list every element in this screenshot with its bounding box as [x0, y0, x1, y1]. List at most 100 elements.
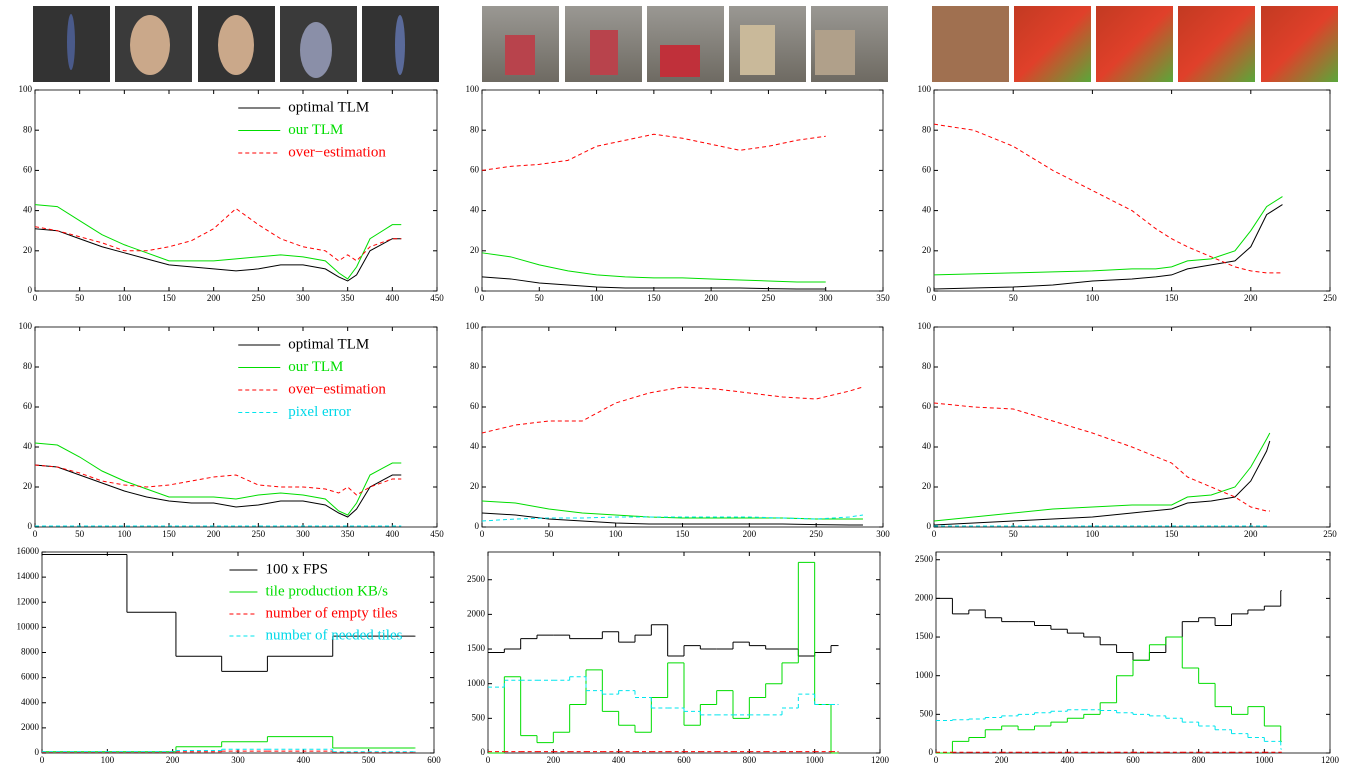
- y-tick-label: 20: [922, 245, 932, 255]
- y-tick-label: 4000: [21, 697, 40, 707]
- y-tick-label: 2000: [467, 608, 486, 618]
- y-tick-label: 10000: [17, 621, 40, 631]
- series-line: [481, 133, 826, 171]
- y-tick-label: 60: [922, 401, 932, 411]
- y-tick-label: 80: [470, 124, 480, 134]
- legend-label: optimal TLM: [288, 99, 369, 115]
- figure-icon: [130, 15, 170, 75]
- x-tick-label: 400: [612, 755, 626, 765]
- plot-frame: [34, 326, 438, 528]
- y-tick-label: 0: [927, 521, 932, 531]
- y-tick-label: 100: [19, 84, 33, 94]
- x-tick-label: 0: [480, 529, 485, 539]
- y-tick-label: 500: [920, 708, 934, 718]
- x-tick-label: 400: [297, 755, 311, 765]
- y-tick-label: 80: [470, 361, 480, 371]
- y-tick-label: 16000: [17, 546, 40, 556]
- y-tick-label: 80: [23, 361, 33, 371]
- series-line: [933, 196, 1283, 276]
- x-tick-label: 300: [296, 293, 310, 303]
- y-tick-label: 0: [475, 285, 480, 295]
- plot-frame: [41, 551, 435, 754]
- x-tick-label: 1000: [806, 755, 825, 765]
- series-line: [481, 252, 826, 283]
- x-tick-label: 800: [1192, 755, 1206, 765]
- y-tick-label: 100: [918, 84, 932, 94]
- x-tick-label: 1200: [871, 755, 890, 765]
- legend-label: 100 x FPS: [265, 561, 328, 577]
- series-line: [481, 512, 863, 526]
- y-tick-label: 2500: [915, 554, 934, 564]
- x-tick-label: 1000: [1255, 755, 1274, 765]
- y-tick-label: 12000: [17, 596, 40, 606]
- x-tick-label: 800: [743, 755, 757, 765]
- pump-icon: [505, 35, 535, 75]
- series-line: [34, 464, 402, 518]
- figure-icon: [300, 22, 332, 78]
- y-tick-label: 0: [28, 285, 33, 295]
- x-tick-label: 350: [341, 293, 355, 303]
- y-tick-label: 40: [470, 441, 480, 451]
- x-tick-label: 100: [118, 529, 132, 539]
- figure-icon: [218, 15, 254, 75]
- x-tick-label: 400: [386, 293, 400, 303]
- x-tick-label: 500: [362, 755, 376, 765]
- x-tick-label: 0: [480, 293, 485, 303]
- y-tick-label: 0: [929, 747, 934, 757]
- thumbnail: [1096, 6, 1173, 82]
- series-line: [933, 204, 1283, 290]
- y-tick-label: 1500: [915, 631, 934, 641]
- y-tick-label: 0: [481, 747, 486, 757]
- series-line: [481, 386, 864, 434]
- x-tick-label: 200: [207, 529, 221, 539]
- series-line: [933, 123, 1283, 274]
- y-tick-label: 80: [922, 124, 932, 134]
- thumbnail: [1261, 6, 1338, 82]
- x-tick-label: 0: [33, 529, 38, 539]
- x-tick-label: 0: [932, 293, 937, 303]
- y-tick-label: 60: [23, 164, 33, 174]
- x-tick-label: 1200: [1321, 755, 1340, 765]
- series-line: [34, 464, 402, 496]
- x-tick-label: 50: [1009, 529, 1019, 539]
- x-tick-label: 0: [40, 755, 45, 765]
- legend-label: tile production KB/s: [265, 583, 388, 599]
- x-tick-label: 600: [677, 755, 691, 765]
- y-tick-label: 2000: [21, 722, 40, 732]
- figure-icon: [395, 15, 405, 75]
- y-tick-label: 40: [470, 205, 480, 215]
- x-tick-label: 600: [1126, 755, 1140, 765]
- x-tick-label: 0: [486, 755, 491, 765]
- x-tick-label: 300: [876, 529, 890, 539]
- y-tick-label: 20: [470, 481, 480, 491]
- y-tick-label: 60: [470, 164, 480, 174]
- x-tick-label: 450: [430, 529, 444, 539]
- thumbnail: [932, 6, 1009, 82]
- y-tick-label: 8000: [21, 647, 40, 657]
- x-tick-label: 200: [207, 293, 221, 303]
- series-line: [34, 207, 402, 262]
- y-tick-label: 40: [922, 441, 932, 451]
- x-tick-label: 200: [743, 529, 757, 539]
- x-tick-label: 250: [252, 529, 266, 539]
- x-tick-label: 200: [166, 755, 180, 765]
- y-tick-label: 500: [472, 712, 486, 722]
- plot-frame: [933, 89, 1331, 292]
- series-line: [481, 500, 863, 520]
- x-tick-label: 150: [676, 529, 690, 539]
- x-tick-label: 250: [1323, 293, 1337, 303]
- x-tick-label: 250: [252, 293, 266, 303]
- x-tick-label: 200: [547, 755, 561, 765]
- plot-frame: [481, 326, 884, 528]
- y-tick-label: 40: [23, 441, 33, 451]
- y-tick-label: 100: [466, 321, 480, 331]
- x-tick-label: 0: [934, 755, 939, 765]
- y-tick-label: 14000: [17, 571, 40, 581]
- x-tick-label: 300: [231, 755, 245, 765]
- x-tick-label: 0: [33, 293, 38, 303]
- pump-icon: [660, 45, 700, 77]
- series-line: [933, 432, 1271, 522]
- y-tick-label: 20: [470, 245, 480, 255]
- x-tick-label: 100: [590, 293, 604, 303]
